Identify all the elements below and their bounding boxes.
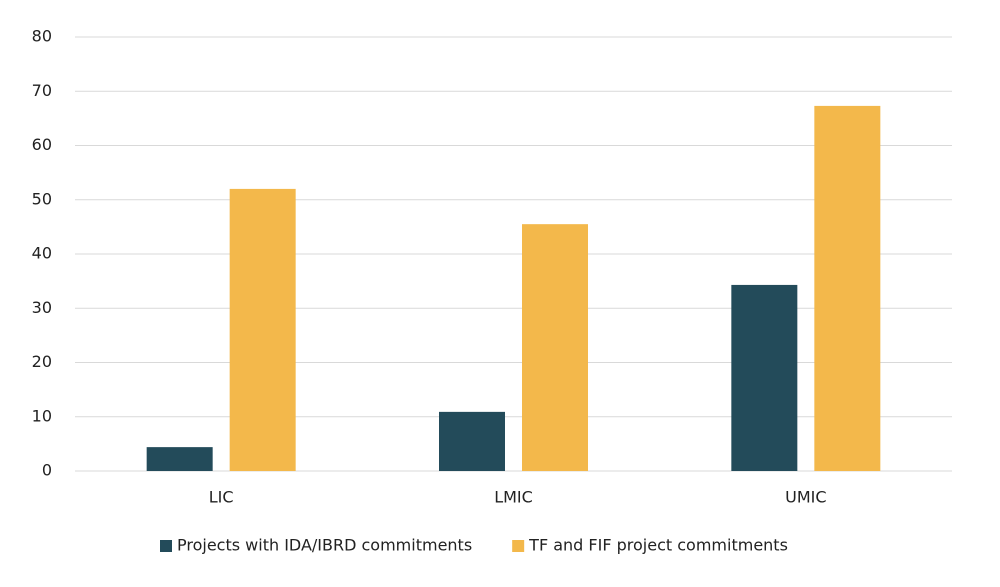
y-tick-label: 60	[32, 135, 52, 154]
bar	[146, 447, 213, 471]
y-tick-label: 0	[42, 461, 52, 480]
bar	[814, 105, 881, 472]
bar	[229, 188, 296, 471]
y-tick-label: 50	[32, 189, 52, 208]
bar	[522, 224, 588, 471]
legend-label: TF and FIF project commitments	[528, 536, 788, 555]
y-tick-label: 10	[32, 406, 52, 425]
x-tick-label: LIC	[209, 488, 234, 507]
y-tick-label: 20	[32, 352, 52, 371]
y-tick-label: 40	[32, 244, 52, 263]
legend-label: Projects with IDA/IBRD commitments	[177, 536, 472, 555]
y-tick-label: 70	[32, 81, 52, 100]
legend-swatch	[512, 540, 525, 552]
y-tick-label: 80	[32, 27, 52, 46]
bar	[731, 284, 798, 471]
bar	[439, 411, 505, 471]
y-tick-label: 30	[32, 298, 52, 317]
legend-swatch	[160, 540, 172, 552]
x-tick-label: LMIC	[494, 488, 533, 507]
x-tick-label: UMIC	[785, 488, 826, 507]
